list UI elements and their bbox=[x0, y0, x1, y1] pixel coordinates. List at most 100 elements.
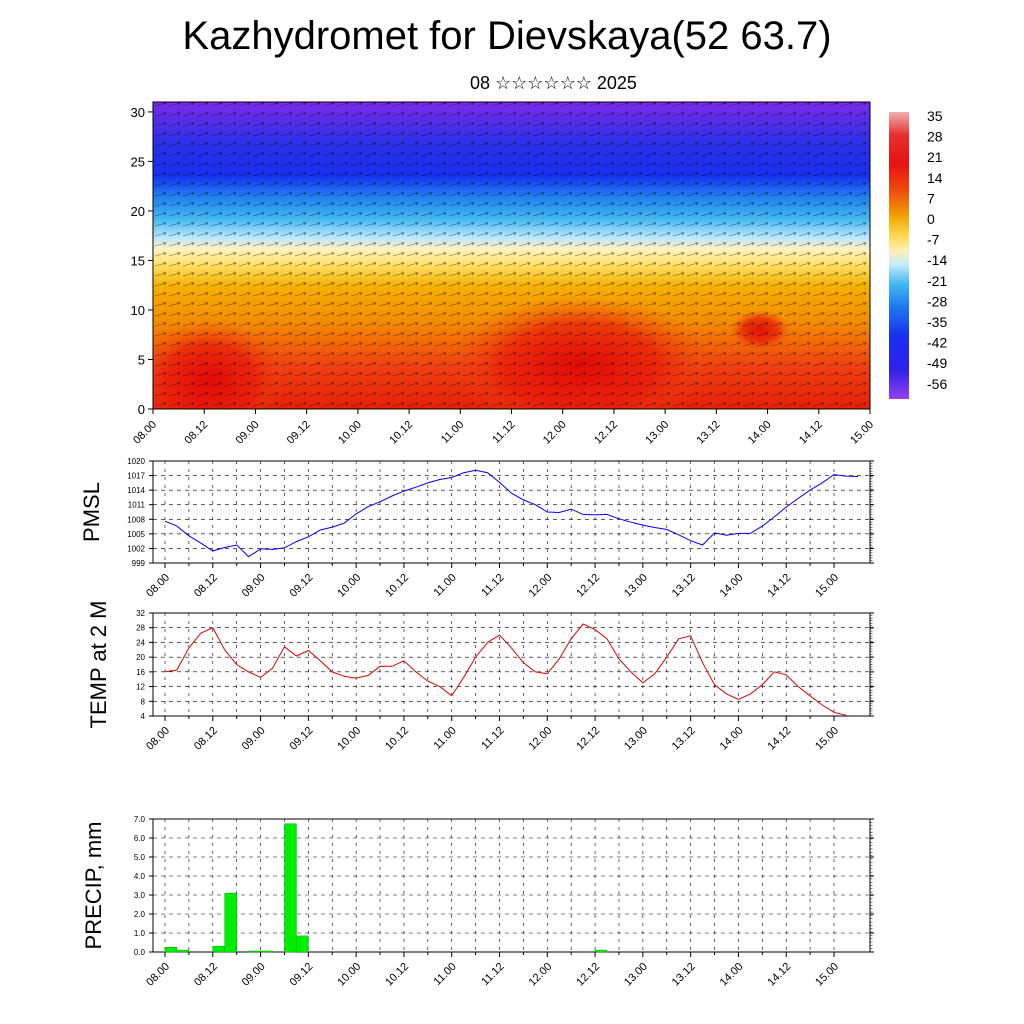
y-tick-label: 15 bbox=[131, 253, 145, 268]
pmsl-panel: 999 1002 1005 1008 1011 1014 1017 1020 08.00 08.1… bbox=[79, 457, 874, 600]
x-tick-label: 14.12 bbox=[765, 572, 793, 600]
y-tick-label: 20 bbox=[131, 204, 145, 219]
precip-bar bbox=[248, 950, 261, 953]
x-tick-label: 13.00 bbox=[643, 419, 671, 447]
colorbar-label: 14 bbox=[927, 170, 943, 186]
x-tick-label: 11.00 bbox=[439, 419, 466, 446]
x-tick-label: 08.12 bbox=[182, 419, 210, 447]
x-tick-label: 09.12 bbox=[285, 419, 313, 447]
x-tick-label: 15.00 bbox=[848, 419, 876, 447]
x-tick-label: 08.00 bbox=[144, 572, 172, 600]
y-tick-label: 1005 bbox=[127, 530, 145, 539]
y-tick-label: 12 bbox=[136, 683, 145, 692]
y-tick-label: 30 bbox=[131, 105, 145, 120]
x-tick-label: 08.12 bbox=[192, 725, 220, 753]
x-tick-label: 08.12 bbox=[192, 961, 220, 989]
precip-bar bbox=[176, 949, 190, 953]
x-tick-label: 12.00 bbox=[541, 419, 569, 447]
y-tick-label: 0.0 bbox=[134, 948, 146, 957]
y-tick-label: 32 bbox=[136, 609, 145, 618]
x-tick-label: 14.12 bbox=[797, 419, 825, 447]
y-tick-label: 5 bbox=[138, 352, 145, 367]
x-tick-label: 12.00 bbox=[526, 572, 554, 600]
colorbar-label: 7 bbox=[927, 190, 935, 206]
precip-panel: 0.0 1.0 2.0 3.0 4.0 5.0 6.0 7.0 08.00 08.12 09.00 0… bbox=[81, 815, 874, 989]
x-tick-label: 13.00 bbox=[622, 572, 650, 600]
precip-bar bbox=[594, 949, 608, 953]
x-tick-label: 09.12 bbox=[288, 572, 316, 600]
x-tick-label: 11.12 bbox=[479, 572, 506, 599]
precip-bar bbox=[284, 823, 297, 953]
y-tick-label: 1020 bbox=[127, 457, 145, 466]
x-tick-label: 10.12 bbox=[383, 961, 411, 989]
y-tick-label: 20 bbox=[136, 653, 145, 662]
y-tick-label: 6.0 bbox=[134, 834, 146, 843]
y-tick-label: 1014 bbox=[127, 486, 145, 495]
x-tick-label: 13.00 bbox=[622, 725, 650, 753]
x-tick-label: 15.00 bbox=[813, 572, 841, 600]
x-tick-label: 12.12 bbox=[592, 419, 620, 447]
x-tick-label: 08.00 bbox=[144, 725, 172, 753]
x-tick-label: 14.12 bbox=[765, 725, 793, 753]
pmsl-axis-title: PMSL bbox=[79, 482, 104, 542]
y-tick-label: 3.0 bbox=[134, 891, 146, 900]
x-tick-label: 13.12 bbox=[695, 419, 723, 447]
colorbar-label: 28 bbox=[927, 129, 943, 145]
y-tick-label: 1017 bbox=[127, 472, 145, 481]
y-tick-label: 2.0 bbox=[134, 910, 146, 919]
x-tick-label: 08.00 bbox=[131, 419, 159, 447]
x-tick-label: 14.00 bbox=[718, 725, 746, 753]
y-tick-label: 1002 bbox=[127, 544, 145, 553]
x-tick-label: 14.00 bbox=[718, 961, 746, 989]
precip-axis-title: PRECIP, mm bbox=[81, 822, 106, 950]
x-tick-label: 10.00 bbox=[335, 572, 363, 600]
y-tick-label: 1011 bbox=[128, 501, 146, 510]
x-tick-label: 09.12 bbox=[288, 725, 316, 753]
x-tick-label: 14.00 bbox=[746, 419, 774, 447]
precip-bar bbox=[224, 892, 237, 953]
x-tick-label: 13.12 bbox=[670, 725, 698, 753]
x-tick-label: 12.12 bbox=[574, 725, 602, 753]
temp-axis-title: TEMP at 2 M bbox=[86, 601, 111, 729]
x-tick-label: 15.00 bbox=[813, 725, 841, 753]
x-tick-label: 15.00 bbox=[813, 961, 841, 989]
colorbar-scale bbox=[889, 112, 909, 399]
colorbar-label: -7 bbox=[927, 232, 940, 248]
x-tick-label: 12.12 bbox=[574, 961, 602, 989]
y-tick-label: 1.0 bbox=[134, 929, 146, 938]
x-tick-label: 10.00 bbox=[336, 419, 364, 447]
x-tick-label: 09.00 bbox=[240, 725, 268, 753]
y-tick-label: 4 bbox=[141, 712, 146, 721]
x-tick-label: 13.12 bbox=[670, 572, 698, 600]
x-tick-label: 09.12 bbox=[288, 961, 316, 989]
x-tick-label: 13.00 bbox=[622, 961, 650, 989]
y-tick-label: 5.0 bbox=[134, 853, 146, 862]
y-tick-label: 0 bbox=[138, 402, 145, 417]
colorbar-label: -49 bbox=[927, 355, 947, 371]
x-tick-label: 10.00 bbox=[335, 725, 363, 753]
colorbar-label: -35 bbox=[927, 314, 947, 330]
x-tick-label: 08.00 bbox=[144, 961, 172, 989]
x-tick-label: 12.12 bbox=[574, 572, 602, 600]
x-tick-label: 11.12 bbox=[479, 725, 506, 752]
x-tick-label: 10.12 bbox=[387, 419, 415, 447]
x-tick-label: 12.00 bbox=[526, 961, 554, 989]
chart-subtitle: 08 ☆☆☆☆☆☆ 2025 bbox=[470, 73, 637, 93]
colorbar: 35 28 21 14 7 0 -7 -14 -21 -28 -35 -42 -49 -56 bbox=[889, 108, 947, 399]
x-tick-label: 11.00 bbox=[431, 725, 458, 752]
precip-bar bbox=[296, 935, 309, 953]
x-tick-label: 11.12 bbox=[479, 961, 506, 988]
colorbar-label: -56 bbox=[927, 376, 947, 392]
y-tick-label: 999 bbox=[132, 559, 146, 568]
y-tick-label: 25 bbox=[131, 154, 145, 169]
y-tick-label: 4.0 bbox=[134, 872, 146, 881]
temp-series-line bbox=[164, 623, 847, 716]
x-tick-label: 12.00 bbox=[526, 725, 554, 753]
y-tick-label: 7.0 bbox=[134, 815, 146, 824]
x-tick-label: 09.00 bbox=[240, 572, 268, 600]
colorbar-label: 35 bbox=[927, 108, 943, 124]
chart-title: Kazhydromet for Dievskaya(52 63.7) bbox=[182, 14, 832, 58]
colorbar-label: 21 bbox=[927, 149, 943, 165]
x-tick-label: 14.12 bbox=[765, 961, 793, 989]
